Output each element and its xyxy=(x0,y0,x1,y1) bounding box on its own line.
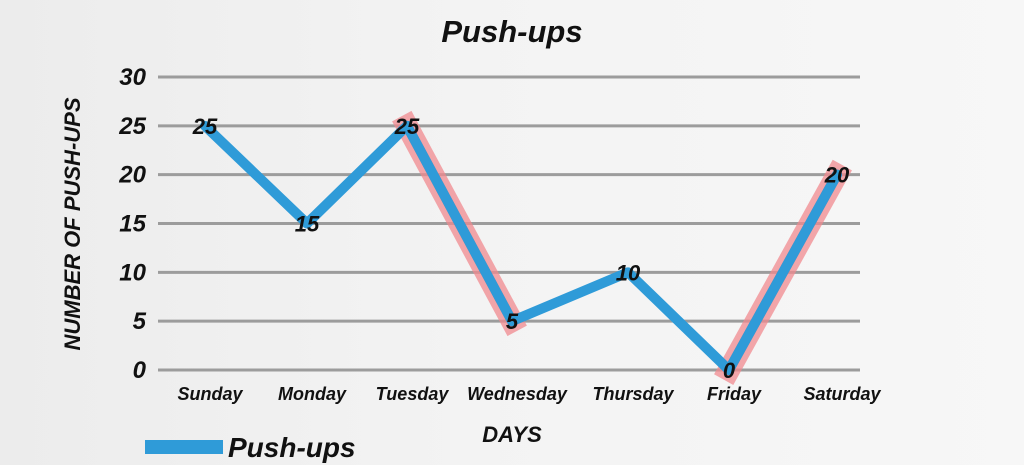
data-point xyxy=(304,221,310,226)
x-tick-label: Monday xyxy=(278,384,347,404)
y-tick-label: 30 xyxy=(119,64,146,91)
data-point xyxy=(202,123,208,129)
y-tick-label: 25 xyxy=(118,113,146,140)
y-tick-label: 5 xyxy=(133,308,147,335)
y-tick-label: 20 xyxy=(118,162,146,189)
data-label: 20 xyxy=(824,163,850,188)
x-tick-label: Friday xyxy=(707,384,762,404)
chart-title: Push-ups xyxy=(441,14,582,49)
legend: Push-ups xyxy=(145,432,356,463)
x-tick-label: Sunday xyxy=(177,384,243,404)
data-label: 25 xyxy=(394,114,420,139)
data-point xyxy=(404,123,410,129)
data-label: 5 xyxy=(506,309,519,334)
series-segment xyxy=(724,169,842,375)
data-point xyxy=(726,367,732,373)
y-tick-label: 15 xyxy=(119,211,146,238)
series-segment xyxy=(302,120,412,229)
data-point xyxy=(834,172,840,178)
y-axis-ticks: 0 5 10 15 20 25 30 xyxy=(118,64,146,384)
x-axis-categories: Sunday Monday Tuesday Wednesday Thursday Frid… xyxy=(177,384,881,404)
data-label: 10 xyxy=(616,260,641,285)
data-point xyxy=(509,318,515,324)
x-tick-label: Thursday xyxy=(592,384,674,404)
x-tick-label: Saturday xyxy=(803,384,881,404)
x-tick-label: Tuesday xyxy=(376,384,450,404)
data-point xyxy=(625,269,631,275)
series-segment xyxy=(507,267,633,327)
legend-series-label: Push-ups xyxy=(228,432,356,463)
y-tick-label: 0 xyxy=(133,357,147,384)
y-axis-title: NUMBER OF PUSH-UPS xyxy=(60,97,85,350)
series-segment xyxy=(402,120,517,327)
series-lines xyxy=(200,120,842,375)
series-segment xyxy=(200,120,312,229)
grid-lines xyxy=(158,75,860,372)
x-axis-title: DAYS xyxy=(482,422,542,447)
data-label: 15 xyxy=(295,212,320,237)
series-segment xyxy=(623,267,734,375)
y-tick-label: 10 xyxy=(119,259,146,286)
x-tick-label: Wednesday xyxy=(467,384,568,404)
data-label: 0 xyxy=(723,358,736,383)
data-label: 25 xyxy=(192,114,218,139)
data-labels: 25 15 25 5 10 0 20 xyxy=(192,114,850,383)
